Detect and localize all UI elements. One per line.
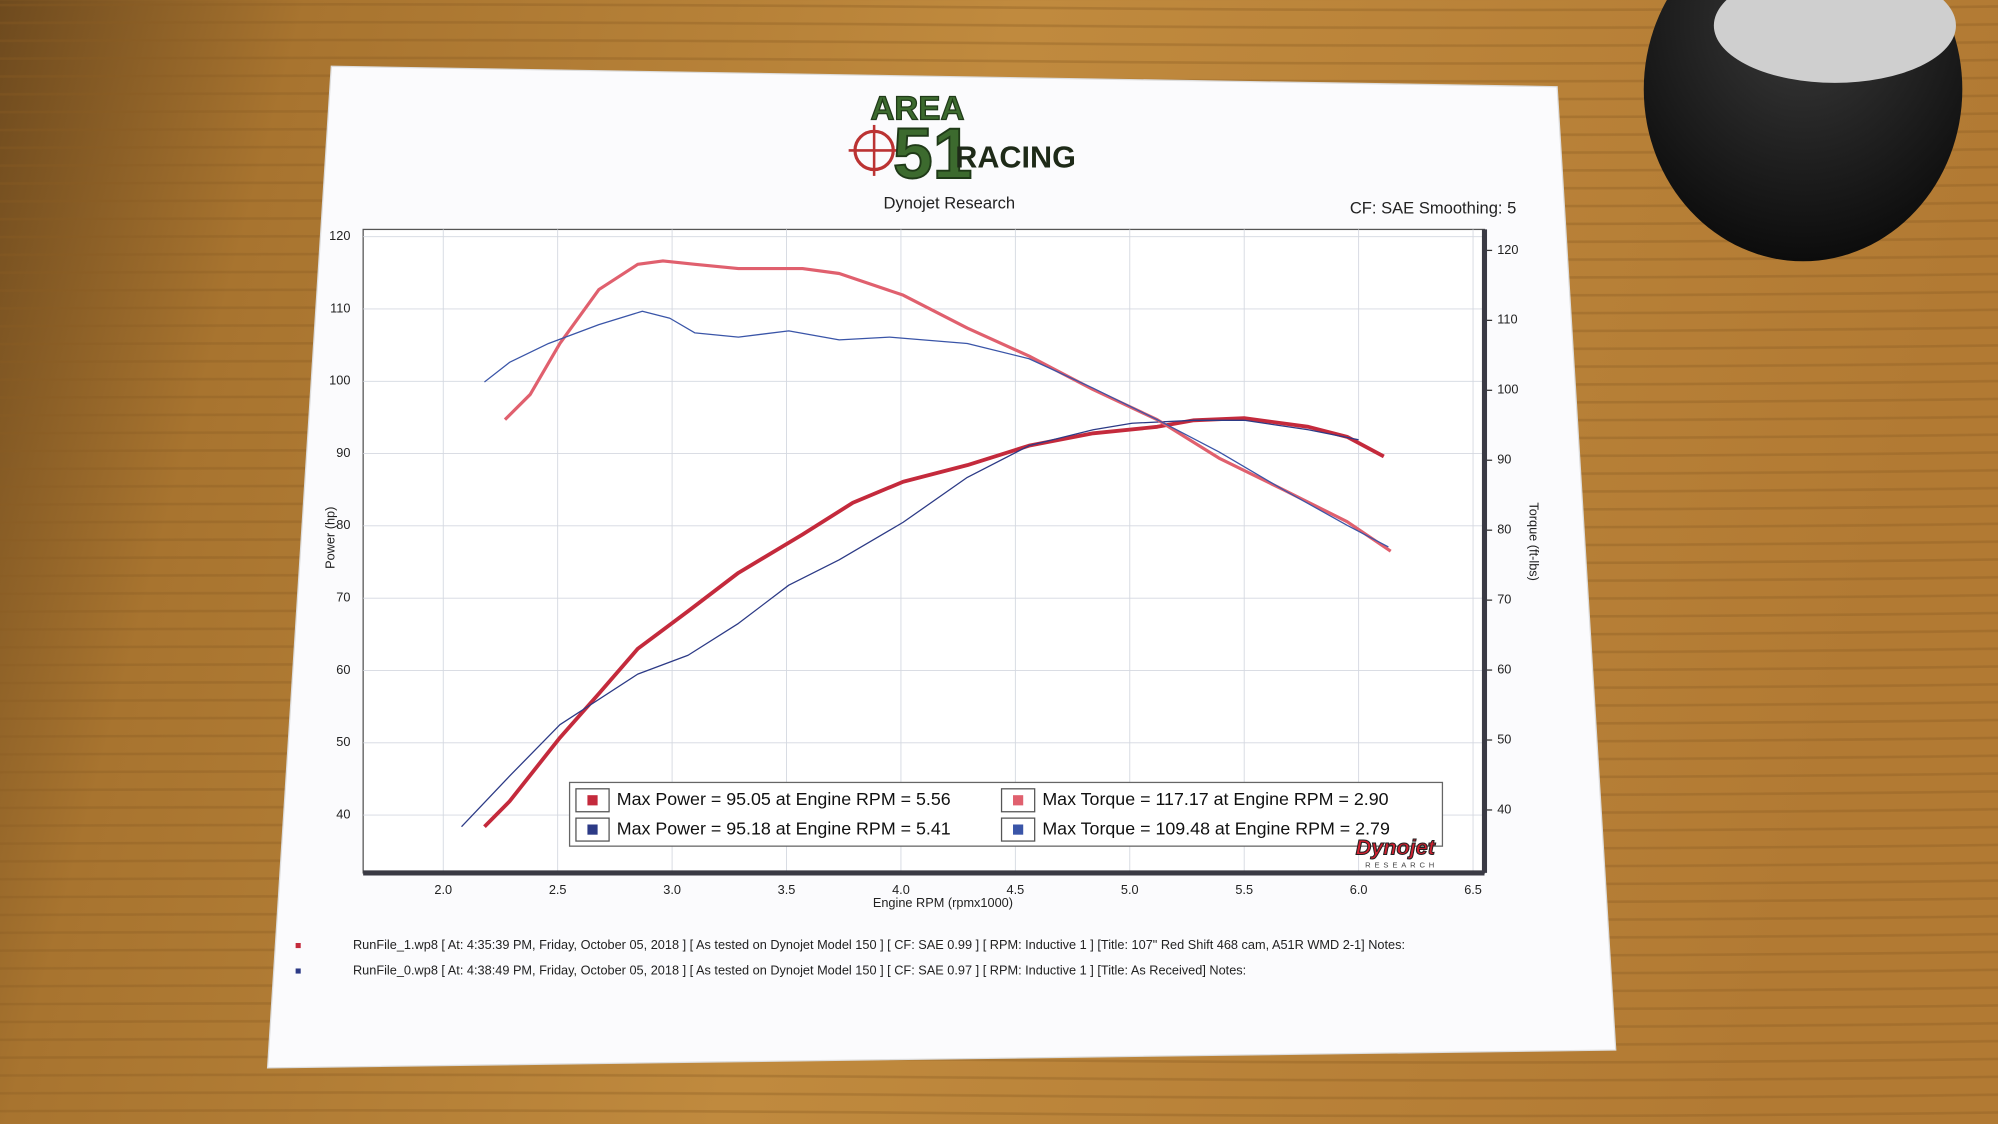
y2-tick-label: 80: [1497, 522, 1511, 537]
chart-subtitle: CF: SAE Smoothing: 5: [1350, 198, 1516, 217]
x-tick-label: 3.0: [663, 882, 681, 897]
x-axis-label: Engine RPM (rpmx1000): [873, 895, 1013, 910]
y-tick-label: 90: [336, 445, 350, 460]
x-tick-label: 6.5: [1464, 882, 1482, 897]
x-tick-label: 5.0: [1121, 882, 1139, 897]
y-axis-label: Power (hp): [323, 507, 338, 569]
y2-axis-label: Torque (ft-lbs): [1527, 502, 1542, 581]
data-line: [461, 419, 1359, 828]
chart-title: Dynojet Research: [884, 193, 1016, 212]
y-tick-label: 50: [336, 734, 350, 749]
legend-label: Max Torque = 109.48 at Engine RPM = 2.79: [1042, 818, 1390, 838]
legend-label: Max Power = 95.18 at Engine RPM = 5.41: [617, 818, 951, 838]
x-tick-label: 2.5: [549, 882, 567, 897]
y-tick-label: 110: [330, 300, 350, 315]
x-tick-label: 5.5: [1235, 882, 1253, 897]
x-tick-label: 3.5: [778, 882, 796, 897]
legend-label: Max Torque = 117.17 at Engine RPM = 2.90: [1042, 789, 1388, 809]
brand-number: 51: [893, 114, 972, 194]
legend-swatch: [587, 824, 598, 835]
y2-tick-label: 110: [1497, 312, 1517, 327]
note-marker: [295, 968, 301, 974]
note-text: RunFile_0.wp8 [ At: 4:38:49 PM, Friday, …: [353, 962, 1246, 977]
legend-swatch: [1013, 795, 1024, 806]
y-tick-label: 70: [336, 590, 350, 605]
data-line: [503, 259, 1392, 553]
y2-tick-label: 50: [1497, 731, 1511, 746]
y-tick-label: 80: [336, 517, 350, 532]
y2-tick-label: 100: [1497, 382, 1518, 397]
y2-tick-label: 120: [1497, 242, 1518, 257]
mouse-button: [1713, 0, 1956, 83]
x-tick-label: 6.0: [1350, 882, 1368, 897]
logo: AREA 51 RACING: [848, 90, 1076, 195]
brand-text: RACING: [955, 140, 1076, 174]
watermark: Dynojet: [1356, 834, 1436, 859]
x-tick-label: 4.5: [1007, 882, 1025, 897]
y-tick-label: 120: [329, 228, 350, 243]
watermark: RESEARCH: [1365, 860, 1438, 869]
x-tick-label: 4.0: [892, 882, 910, 897]
y2-tick-label: 70: [1497, 591, 1511, 606]
plot-area: [362, 228, 1486, 874]
y-tick-label: 40: [336, 806, 350, 821]
note-marker: [295, 942, 301, 949]
x-tick-label: 2.0: [434, 882, 452, 897]
data-line: [484, 310, 1389, 548]
y2-tick-label: 90: [1497, 452, 1511, 467]
y2-tick-label: 40: [1497, 801, 1511, 816]
legend-label: Max Power = 95.05 at Engine RPM = 5.56: [617, 789, 951, 809]
note-text: RunFile_1.wp8 [ At: 4:35:39 PM, Friday, …: [353, 937, 1405, 952]
legend-swatch: [1013, 824, 1024, 835]
data-line: [483, 416, 1385, 829]
legend-swatch: [587, 795, 598, 806]
y2-tick-label: 60: [1497, 661, 1511, 676]
y-tick-label: 60: [336, 662, 350, 677]
y-tick-label: 100: [329, 373, 350, 388]
brand-text: AREA: [871, 91, 965, 128]
